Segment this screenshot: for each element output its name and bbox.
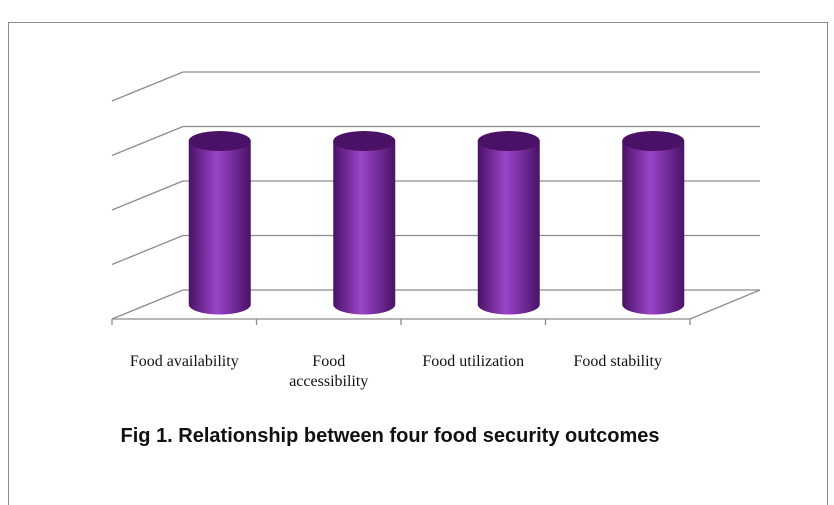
- gridline-side: [111, 71, 184, 102]
- category-label: Food accessibility: [289, 353, 369, 390]
- bar: [188, 131, 251, 315]
- chart-title: Fig 1. Relationship between four food se…: [120, 425, 660, 447]
- bar: [333, 131, 396, 315]
- bar-body: [622, 141, 685, 315]
- bar-body: [333, 141, 396, 315]
- bar: [477, 131, 540, 315]
- gridline-side: [111, 125, 184, 157]
- category-label: Food availability: [129, 353, 239, 370]
- chart-floor: [111, 289, 761, 325]
- bar-top: [188, 131, 251, 151]
- bars: [188, 131, 685, 315]
- bar-top: [622, 131, 685, 151]
- chart-frame: [8, 22, 828, 505]
- bar-body: [477, 141, 540, 315]
- category-label: Food stability: [573, 353, 662, 370]
- gridline-side: [111, 180, 184, 211]
- bar-top: [333, 131, 396, 151]
- bar-body: [188, 141, 251, 315]
- floor-right-edge: [689, 289, 761, 320]
- gridline-side: [111, 234, 184, 266]
- gridline-side: [111, 289, 184, 320]
- bar-top: [477, 131, 540, 151]
- category-label: Food utilization: [422, 353, 525, 370]
- bar: [622, 131, 685, 315]
